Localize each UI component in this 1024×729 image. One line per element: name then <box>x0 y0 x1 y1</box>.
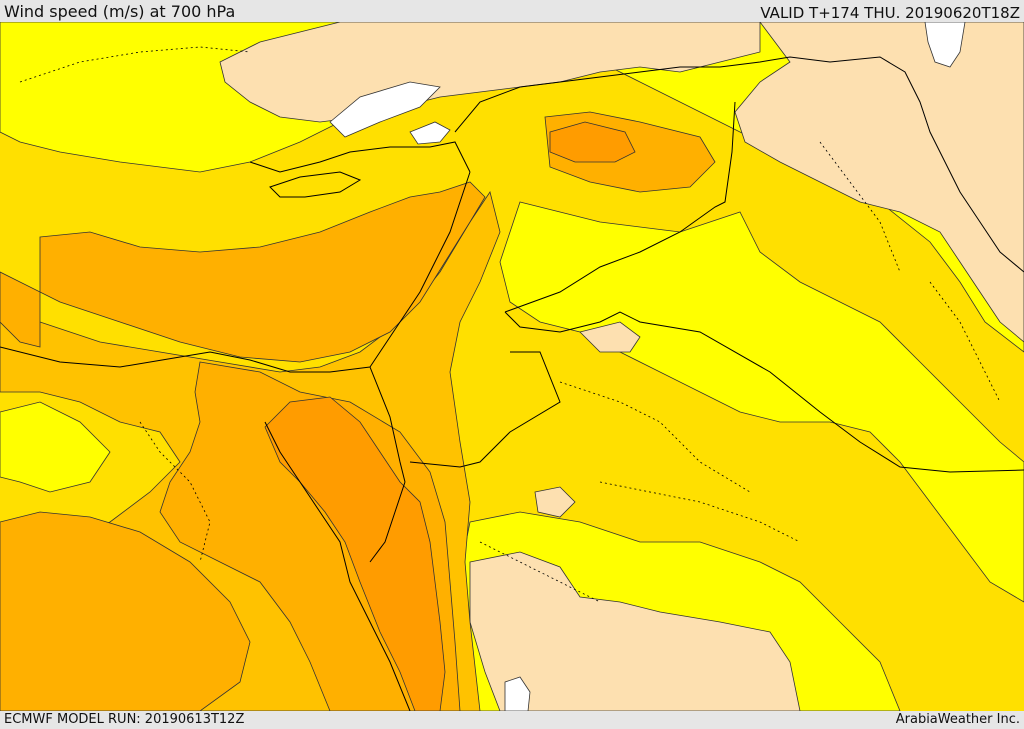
band-white-turkey <box>329 81 441 138</box>
band-peach-jordan <box>579 321 641 353</box>
border-line-jordan <box>504 311 1024 473</box>
footer-bar: ECMWF MODEL RUN: 20190613T12Z ArabiaWeat… <box>0 711 1024 729</box>
valid-time-label: VALID T+174 THU. 20190620T18Z <box>760 4 1020 22</box>
border-line-iraq-syria <box>504 101 736 313</box>
band-white-patch <box>409 121 451 145</box>
border-line-north <box>454 56 1024 273</box>
coastline-cyprus <box>269 171 362 198</box>
coastline-red-sea <box>264 421 411 711</box>
border-line-saudi <box>409 351 561 468</box>
coastline-egypt <box>0 346 371 373</box>
weather-map <box>0 22 1024 711</box>
band-dark-orange-patch <box>549 121 636 163</box>
coastline-turkey <box>249 141 471 173</box>
coastline-levant <box>369 171 471 483</box>
band-peach-south <box>469 551 801 711</box>
admin-boundaries <box>19 46 1001 603</box>
map-title: Wind speed (m/s) at 700 hPa <box>4 2 236 21</box>
band-white-caspian <box>924 22 966 68</box>
band-peach-spot <box>534 486 576 518</box>
coastline-gulf-aqaba <box>369 481 406 563</box>
model-run-label: ECMWF MODEL RUN: 20190613T12Z <box>4 712 245 727</box>
band-orange-west <box>0 511 251 711</box>
title-bar: Wind speed (m/s) at 700 hPa VALID T+174 … <box>0 0 1024 22</box>
band-dark-orange-core <box>264 396 446 711</box>
credit-label: ArabiaWeather Inc. <box>895 712 1020 727</box>
band-orange-med <box>0 181 486 363</box>
band-yellow-southwest <box>0 401 111 493</box>
band-peach-northeast <box>734 22 1024 343</box>
band-white-south <box>504 676 531 711</box>
